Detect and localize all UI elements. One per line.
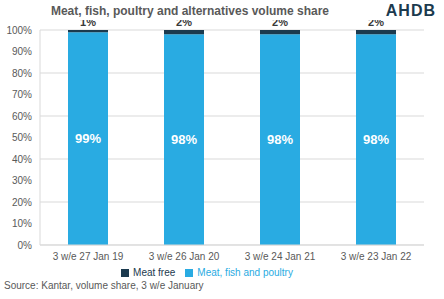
- svg-text:3 w/e 26 Jan 20: 3 w/e 26 Jan 20: [149, 251, 220, 262]
- svg-text:3 w/e 23 Jan 22: 3 w/e 23 Jan 22: [341, 251, 412, 262]
- svg-text:2%: 2%: [368, 20, 384, 28]
- svg-text:100%: 100%: [8, 25, 32, 36]
- html-text:AHDB: AHDB: [385, 2, 436, 19]
- svg-text:2%: 2%: [176, 20, 192, 28]
- svg-text:80%: 80%: [12, 68, 32, 79]
- svg-text:0%: 0%: [18, 240, 33, 251]
- svg-text:99%: 99%: [75, 131, 101, 146]
- svg-text:70%: 70%: [12, 89, 32, 100]
- svg-text:90%: 90%: [12, 46, 32, 57]
- svg-text:3 w/e 24 Jan 21: 3 w/e 24 Jan 21: [245, 251, 316, 262]
- svg-text:1%: 1%: [80, 20, 96, 28]
- svg-text:30%: 30%: [12, 175, 32, 186]
- svg-text:98%: 98%: [363, 132, 389, 147]
- svg-text:60%: 60%: [12, 111, 32, 122]
- svg-text:40%: 40%: [12, 154, 32, 165]
- svg-text:10%: 10%: [12, 218, 32, 229]
- html-text:Meat, fish and poultry: Meat, fish and poultry: [197, 267, 293, 278]
- svg-text:98%: 98%: [267, 132, 293, 147]
- svg-text:50%: 50%: [12, 132, 32, 143]
- html-text:Source: Kantar, volume share,: Source: Kantar, volume share, 3 w/e Janu…: [4, 280, 204, 291]
- svg-text:3 w/e 27 Jan 19: 3 w/e 27 Jan 19: [53, 251, 124, 262]
- html-text:Meat, fish, poultry and altern: Meat, fish, poultry and alternatives vol…: [51, 4, 329, 18]
- svg-text:2%: 2%: [272, 20, 288, 28]
- svg-text:20%: 20%: [12, 197, 32, 208]
- html-text:Meat free: Meat free: [133, 267, 176, 278]
- svg-text:98%: 98%: [171, 132, 197, 147]
